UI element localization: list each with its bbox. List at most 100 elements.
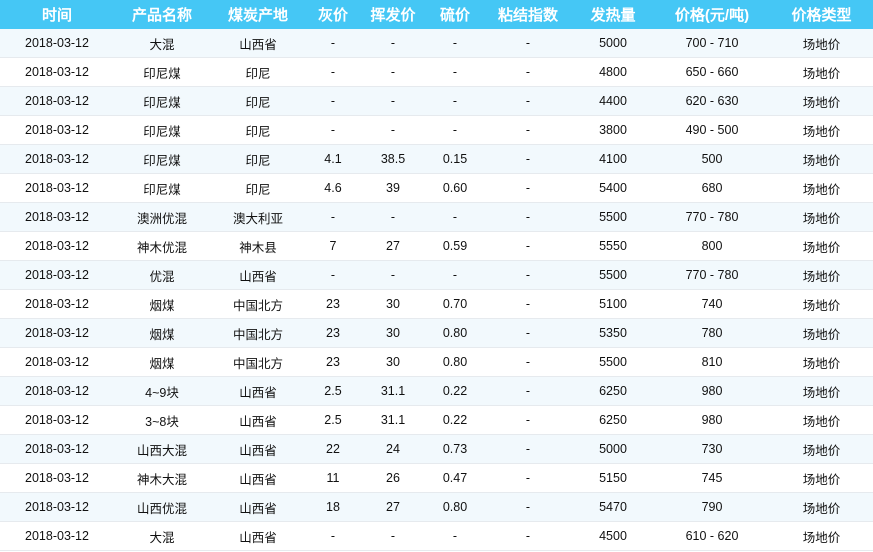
cell-calorific-value: 5400 — [572, 173, 654, 203]
cell-volatile: 30 — [360, 347, 426, 377]
cell-product-name: 印尼煤 — [114, 173, 210, 203]
cell-price-type: 场地价 — [770, 463, 873, 493]
cell-price: 610 - 620 — [654, 521, 770, 551]
cell-caking-index: - — [484, 376, 572, 406]
cell-price: 790 — [654, 492, 770, 522]
cell-caking-index: - — [484, 115, 572, 145]
cell-price: 680 — [654, 173, 770, 203]
cell-calorific-value: 5550 — [572, 231, 654, 261]
column-header-origin: 煤炭产地 — [210, 0, 306, 29]
cell-price: 500 — [654, 144, 770, 174]
cell-calorific-value: 5500 — [572, 260, 654, 290]
cell-date: 2018-03-12 — [0, 86, 114, 116]
cell-origin: 山西省 — [210, 376, 306, 406]
cell-price-type: 场地价 — [770, 289, 873, 319]
cell-price-type: 场地价 — [770, 29, 873, 58]
cell-volatile: 38.5 — [360, 144, 426, 174]
cell-price: 700 - 710 — [654, 29, 770, 58]
cell-price: 620 - 630 — [654, 86, 770, 116]
cell-volatile: 30 — [360, 318, 426, 348]
cell-ash: - — [306, 521, 360, 551]
cell-price: 490 - 500 — [654, 115, 770, 145]
cell-volatile: 26 — [360, 463, 426, 493]
cell-price: 770 - 780 — [654, 260, 770, 290]
cell-origin: 中国北方 — [210, 347, 306, 377]
cell-price-type: 场地价 — [770, 492, 873, 522]
cell-calorific-value: 6250 — [572, 376, 654, 406]
cell-caking-index: - — [484, 521, 572, 551]
cell-product-name: 山西大混 — [114, 434, 210, 464]
table-row: 2018-03-12 烟煤 中国北方 23 30 0.70-5100 740 场地价 — [0, 289, 873, 319]
cell-origin: 中国北方 — [210, 318, 306, 348]
cell-ash: 11 — [306, 463, 360, 493]
cell-price-type: 场地价 — [770, 376, 873, 406]
cell-volatile: 31.1 — [360, 405, 426, 435]
cell-origin: 印尼 — [210, 115, 306, 145]
cell-price: 810 — [654, 347, 770, 377]
cell-origin: 印尼 — [210, 173, 306, 203]
cell-caking-index: - — [484, 173, 572, 203]
cell-product-name: 烟煤 — [114, 347, 210, 377]
cell-caking-index: - — [484, 289, 572, 319]
cell-date: 2018-03-12 — [0, 492, 114, 522]
cell-price: 740 — [654, 289, 770, 319]
table-row: 2018-03-12 印尼煤 印尼 4.6 39 0.60-5400 680 场地价 — [0, 173, 873, 203]
cell-origin: 中国北方 — [210, 289, 306, 319]
cell-date: 2018-03-12 — [0, 29, 114, 58]
table-row: 2018-03-12 烟煤 中国北方 23 30 0.80-5350 780 场地价 — [0, 318, 873, 348]
cell-volatile: 31.1 — [360, 376, 426, 406]
cell-product-name: 印尼煤 — [114, 57, 210, 87]
cell-volatile: - — [360, 260, 426, 290]
cell-volatile: 27 — [360, 492, 426, 522]
cell-ash: 18 — [306, 492, 360, 522]
cell-ash: - — [306, 260, 360, 290]
column-header-date: 时间 — [0, 0, 114, 29]
table-row: 2018-03-12 烟煤 中国北方 23 30 0.80-5500 810 场地价 — [0, 347, 873, 377]
cell-calorific-value: 4500 — [572, 521, 654, 551]
cell-ash: - — [306, 86, 360, 116]
cell-sulfur: 0.70 — [426, 289, 484, 319]
cell-volatile: - — [360, 29, 426, 58]
cell-origin: 印尼 — [210, 144, 306, 174]
cell-caking-index: - — [484, 86, 572, 116]
cell-price-type: 场地价 — [770, 173, 873, 203]
cell-price-type: 场地价 — [770, 86, 873, 116]
cell-caking-index: - — [484, 144, 572, 174]
cell-origin: 印尼 — [210, 57, 306, 87]
cell-sulfur: 0.80 — [426, 347, 484, 377]
cell-date: 2018-03-12 — [0, 260, 114, 290]
cell-sulfur: 0.47 — [426, 463, 484, 493]
cell-sulfur: - — [426, 86, 484, 116]
table-row: 2018-03-12 神木优混 神木县 7 27 0.59-5550 800 场地价 — [0, 231, 873, 261]
cell-ash: 4.6 — [306, 173, 360, 203]
cell-sulfur: - — [426, 202, 484, 232]
cell-price: 980 — [654, 376, 770, 406]
cell-ash: - — [306, 57, 360, 87]
cell-product-name: 优混 — [114, 260, 210, 290]
cell-sulfur: - — [426, 115, 484, 145]
cell-origin: 山西省 — [210, 492, 306, 522]
cell-ash: 4.1 — [306, 144, 360, 174]
cell-product-name: 4~9块 — [114, 376, 210, 406]
cell-sulfur: - — [426, 29, 484, 58]
cell-sulfur: - — [426, 260, 484, 290]
cell-sulfur: 0.15 — [426, 144, 484, 174]
cell-date: 2018-03-12 — [0, 347, 114, 377]
column-header-price-type: 价格类型 — [770, 0, 873, 29]
cell-sulfur: - — [426, 521, 484, 551]
cell-product-name: 神木大混 — [114, 463, 210, 493]
table-row: 2018-03-12 大混 山西省 - - - -5000 700 - 710 场地价 — [0, 29, 873, 58]
cell-origin: 山西省 — [210, 463, 306, 493]
cell-origin: 山西省 — [210, 521, 306, 551]
cell-price: 770 - 780 — [654, 202, 770, 232]
cell-sulfur: 0.59 — [426, 231, 484, 261]
cell-calorific-value: 5350 — [572, 318, 654, 348]
cell-calorific-value: 6250 — [572, 405, 654, 435]
table-row: 2018-03-12 大混 山西省 - - - -4500 610 - 620 场地价 — [0, 521, 873, 551]
cell-calorific-value: 5500 — [572, 202, 654, 232]
cell-price: 650 - 660 — [654, 57, 770, 87]
cell-caking-index: - — [484, 318, 572, 348]
cell-date: 2018-03-12 — [0, 144, 114, 174]
cell-price-type: 场地价 — [770, 231, 873, 261]
cell-date: 2018-03-12 — [0, 521, 114, 551]
